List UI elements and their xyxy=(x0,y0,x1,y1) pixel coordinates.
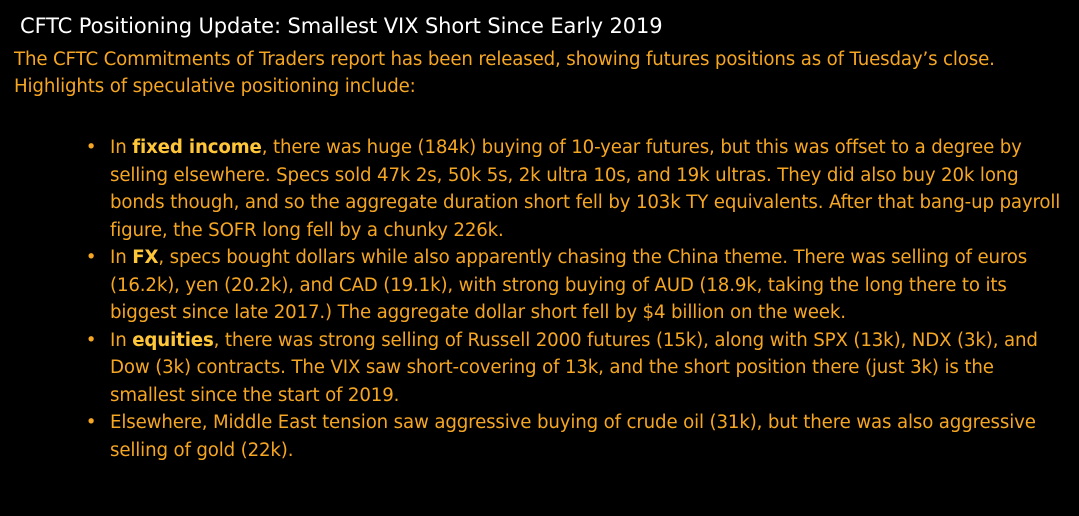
bullet-item-fixed-income: • In fixed income, there was huge (184k) … xyxy=(86,134,1074,244)
page-title: CFTC Positioning Update: Smallest VIX Sh… xyxy=(20,14,663,38)
bullet-prefix: In xyxy=(110,247,133,268)
bullet-keyword: equities xyxy=(132,329,214,351)
bullet-item-equities: • In equities, there was strong selling o… xyxy=(86,327,1074,410)
bullet-dot-icon: • xyxy=(85,329,97,351)
bullet-dot-icon: • xyxy=(85,247,97,268)
highlights-list: • In fixed income, there was huge (184k) … xyxy=(86,134,1074,464)
bullet-text: , specs bought dollars while also appare… xyxy=(110,247,1028,323)
bullet-prefix: In xyxy=(110,137,133,158)
bullet-item-fx: • In FX, specs bought dollars while also … xyxy=(86,244,1074,327)
bullet-keyword: FX xyxy=(132,247,159,268)
bullet-prefix: In xyxy=(110,329,133,351)
bullet-dot-icon: • xyxy=(85,137,97,158)
bullet-keyword: fixed income xyxy=(132,137,262,158)
intro-paragraph: The CFTC Commitments of Traders report h… xyxy=(14,49,995,97)
bullet-dot-icon: • xyxy=(85,412,97,433)
bullet-item-elsewhere: • Elsewhere, Middle East tension saw aggr… xyxy=(86,409,1074,464)
bullet-text: Elsewhere, Middle East tension saw aggre… xyxy=(110,412,1036,461)
bullet-text: , there was huge (184k) buying of 10-yea… xyxy=(110,137,1061,241)
bullet-text: , there was strong selling of Russell 20… xyxy=(110,329,1038,406)
